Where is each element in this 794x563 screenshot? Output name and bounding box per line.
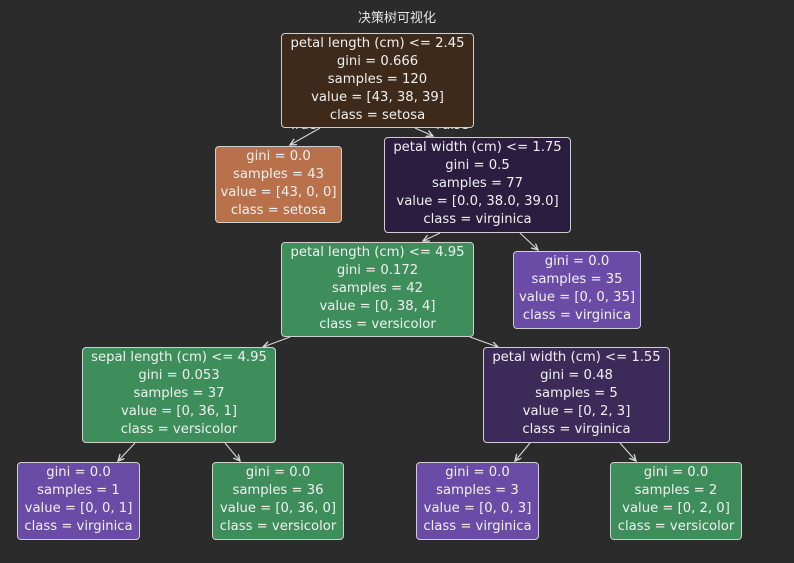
node-line: value = [43, 38, 39] [311, 89, 444, 105]
node-line: samples = 120 [327, 71, 428, 87]
node-line: gini = 0.053 [138, 367, 220, 383]
node-line: samples = 43 [232, 166, 325, 182]
node-line: class = virginica [423, 211, 532, 227]
node-line: samples = 5 [535, 385, 618, 401]
node-line: value = [0, 0, 35] [518, 289, 636, 305]
node-line: gini = 0.0 [544, 254, 610, 269]
node-line: petal length (cm) <= 2.45 [290, 36, 465, 51]
node-line: class = virginica [24, 518, 133, 534]
node-line: class = setosa [329, 107, 426, 123]
node-line: gini = 0.666 [336, 53, 419, 69]
node-line: class = versicolor [219, 518, 337, 534]
edge-n2-n4 [519, 232, 538, 250]
tree-node-root: petal length (cm) <= 2.45 gini = 0.666 s… [281, 33, 474, 128]
node-line: samples = 35 [531, 271, 623, 287]
node-line: value = [0, 0, 3] [423, 500, 532, 516]
node-line: gini = 0.0 [46, 465, 111, 480]
node-line: gini = 0.172 [336, 262, 419, 278]
node-line: value = [43, 0, 0] [220, 184, 337, 200]
tree-node-petal-width-1-55: petal width (cm) <= 1.55 gini = 0.48 sam… [483, 347, 670, 443]
tree-node-leaf-setosa: gini = 0.0 samples = 43 value = [43, 0, … [215, 146, 342, 223]
node-line: value = [0, 0, 1] [24, 500, 133, 516]
node-line: gini = 0.0 [245, 465, 311, 480]
edge-n5-n7 [118, 442, 136, 461]
edge-n3-n6 [469, 336, 498, 347]
tree-node-leaf-virginica-35: gini = 0.0 samples = 35 value = [0, 0, 3… [513, 251, 641, 329]
tree-node-leaf-versicolor-36: gini = 0.0 samples = 36 value = [0, 36, … [212, 462, 344, 540]
tree-node-leaf-virginica-3: gini = 0.0 samples = 3 value = [0, 0, 3]… [416, 462, 539, 540]
tree-node-sepal-length-4-95: sepal length (cm) <= 4.95 gini = 0.053 s… [82, 347, 276, 443]
node-line: value = [0, 36, 0] [219, 500, 337, 516]
node-line: class = virginica [522, 307, 632, 323]
node-line: value = [0, 2, 0] [622, 500, 730, 516]
diagram-title: 决策树可视化 [357, 11, 436, 26]
tree-node-leaf-versicolor-2: gini = 0.0 samples = 2 value = [0, 2, 0]… [610, 462, 742, 540]
edge-n6-n10 [619, 442, 636, 461]
node-line: gini = 0.5 [445, 157, 510, 173]
node-line: gini = 0.0 [445, 465, 510, 480]
edge-n0-n1 [290, 127, 321, 145]
edge-n3-n5 [263, 336, 291, 347]
edge-n5-n8 [224, 442, 240, 461]
node-line: samples = 3 [436, 482, 519, 498]
edge-n0-n2 [414, 127, 433, 136]
node-line: class = virginica [522, 421, 631, 437]
node-line: petal width (cm) <= 1.75 [393, 140, 562, 155]
node-line: samples = 1 [37, 482, 120, 498]
node-line: class = versicolor [120, 421, 238, 437]
node-line: gini = 0.0 [246, 149, 311, 164]
node-line: class = versicolor [617, 518, 735, 534]
node-line: value = [0, 38, 4] [319, 298, 436, 314]
tree-node-leaf-virginica-1: gini = 0.0 samples = 1 value = [0, 0, 1]… [17, 462, 140, 540]
node-line: samples = 36 [232, 482, 324, 498]
node-line: samples = 37 [133, 385, 225, 401]
node-line: petal length (cm) <= 4.95 [290, 245, 465, 260]
node-line: samples = 42 [331, 280, 424, 296]
tree-node-petal-length-4-95: petal length (cm) <= 4.95 gini = 0.172 s… [281, 242, 474, 337]
node-line: class = setosa [230, 202, 327, 218]
node-line: gini = 0.0 [643, 465, 709, 480]
node-line: petal width (cm) <= 1.55 [492, 350, 661, 365]
node-line: samples = 2 [634, 482, 718, 498]
tree-node-petal-width-1-75: petal width (cm) <= 1.75 gini = 0.5 samp… [384, 137, 571, 233]
node-line: value = [0, 2, 3] [522, 403, 631, 419]
node-line: value = [0.0, 38.0, 39.0] [396, 193, 559, 209]
edge-n6-n9 [515, 442, 531, 461]
node-line: gini = 0.48 [540, 367, 613, 383]
node-line: samples = 77 [431, 175, 524, 191]
node-line: class = virginica [423, 518, 532, 534]
node-line: sepal length (cm) <= 4.95 [91, 350, 267, 365]
node-line: class = versicolor [319, 316, 436, 332]
edge-n2-n3 [423, 232, 441, 241]
node-line: value = [0, 36, 1] [120, 403, 238, 419]
